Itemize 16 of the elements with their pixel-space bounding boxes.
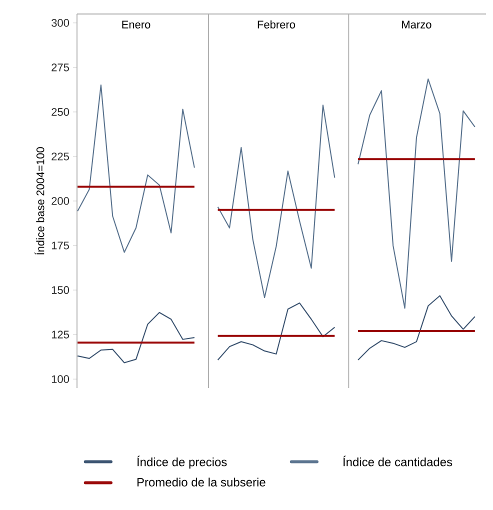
y-tick-label: 250: [52, 108, 70, 116]
y-tick-label: 175: [52, 242, 69, 250]
legend-label: Promedio de la subserie: [137, 478, 266, 486]
y-tick-label: 100: [52, 375, 70, 383]
y-tick-label: 125: [52, 330, 69, 338]
legend-label: Índice de precios: [137, 456, 227, 469]
y-tick-label: 200: [52, 197, 70, 205]
legend-label: Índice de cantidades: [343, 456, 452, 466]
x-tick-label: Enero: [122, 20, 150, 28]
y-tick-label: 275: [52, 64, 69, 72]
y-tick-label: 225: [52, 152, 69, 160]
x-tick-label: Marzo: [402, 20, 432, 28]
y-tick-label: 150: [52, 286, 70, 294]
x-tick-label: Febrero: [258, 20, 296, 28]
y-axis-title: Índice base 2004=100: [34, 147, 44, 255]
y-tick-label: 300: [52, 19, 70, 27]
